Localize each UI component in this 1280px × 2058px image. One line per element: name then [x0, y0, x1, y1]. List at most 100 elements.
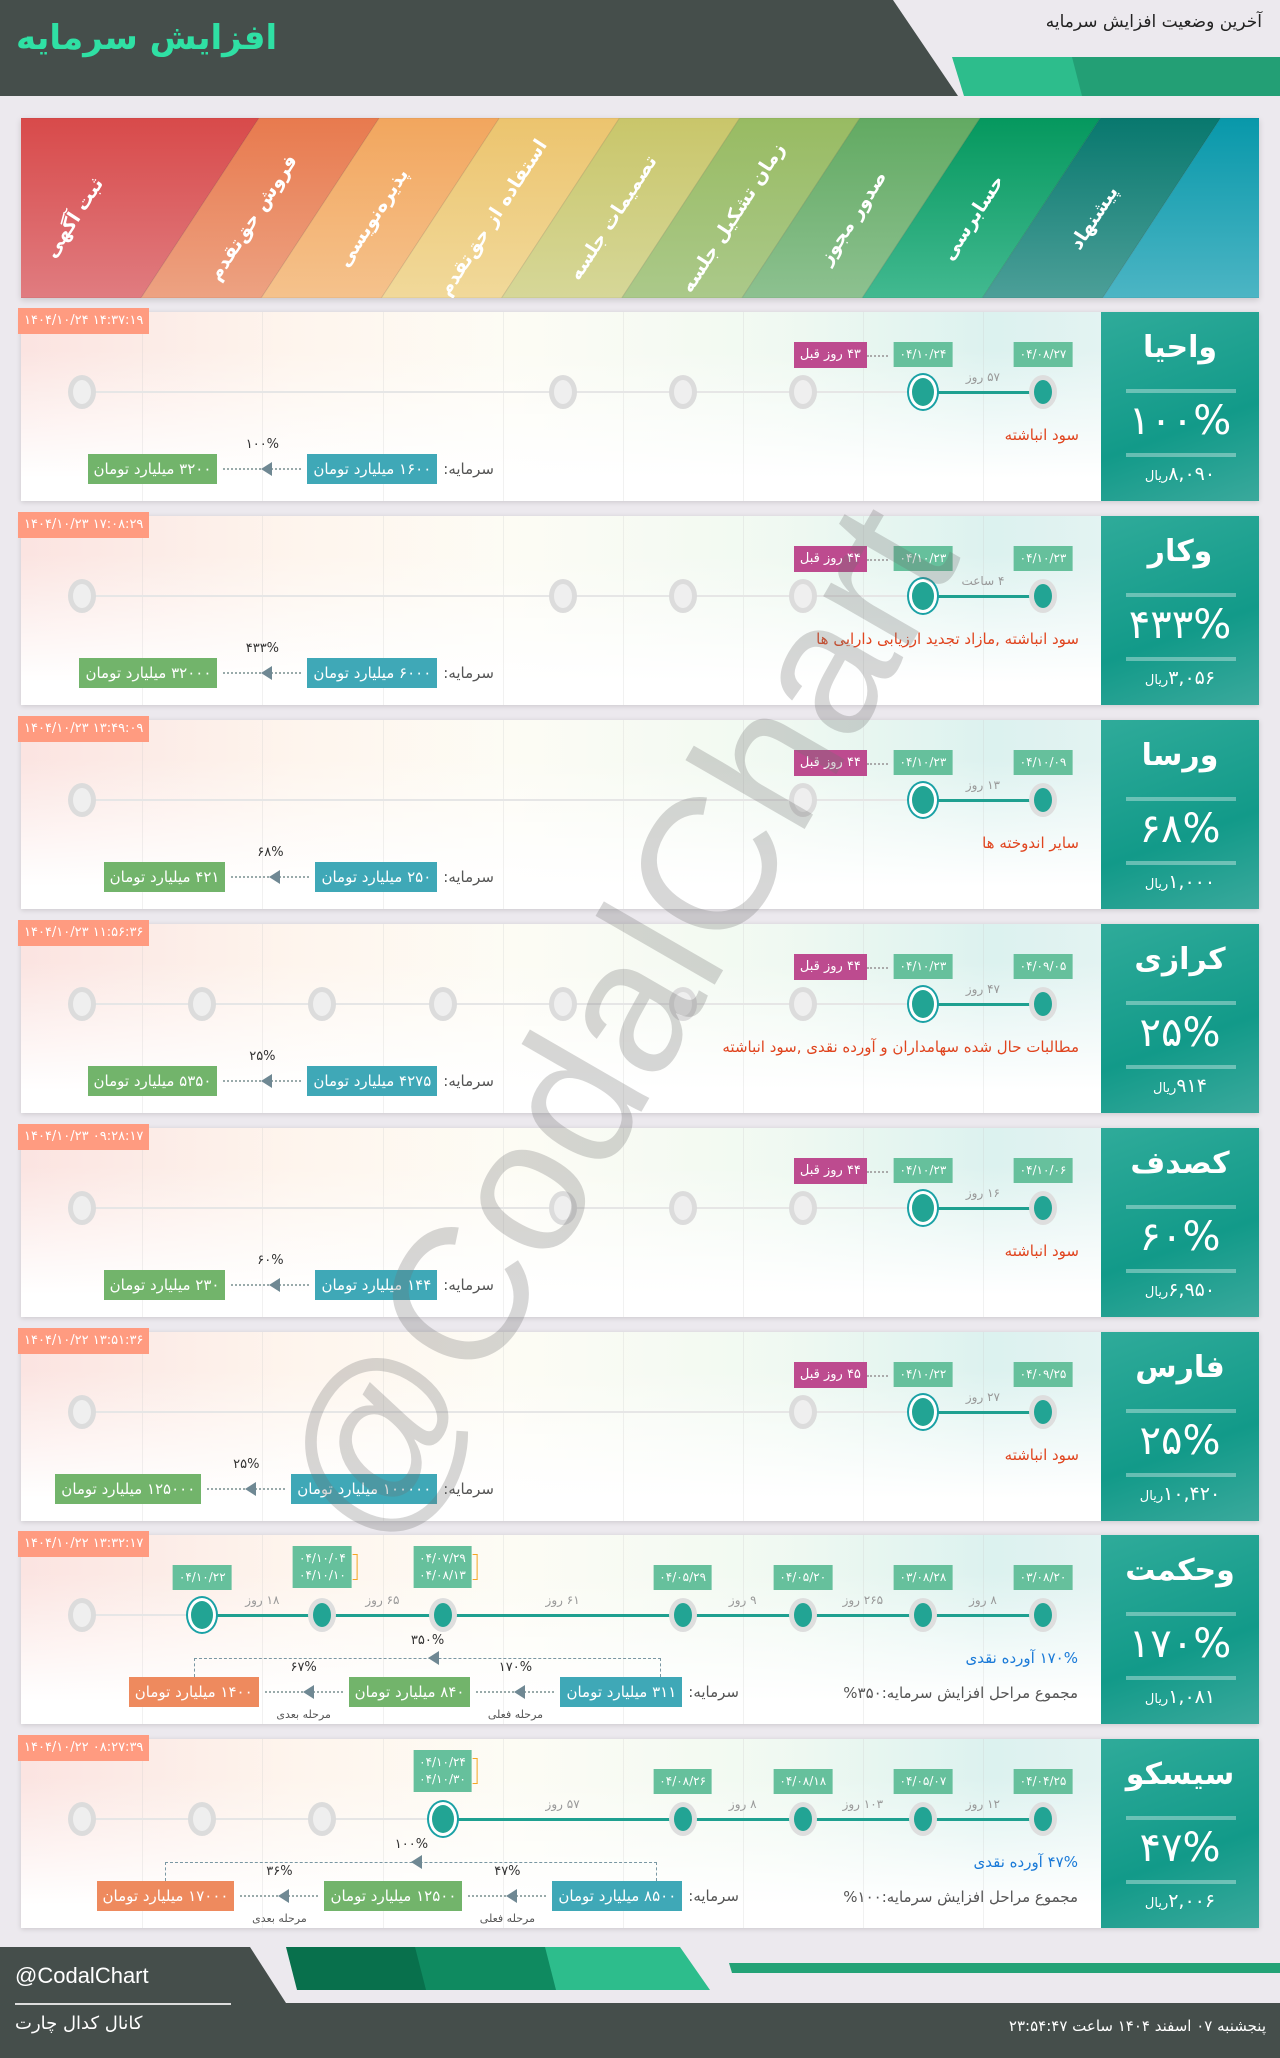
symbol-name[interactable]: سیسکو: [1125, 1757, 1235, 1793]
stage-node-empty[interactable]: [548, 578, 577, 613]
stage-node-empty[interactable]: [788, 1190, 817, 1225]
ipo-card[interactable]: واحیا ۱۰۰% ۸,۰۹۰ریال ۱۴۰۴/۱۰/۲۴ ۱۴:۳۷:۱۹ ۵۷ …: [18, 308, 1259, 501]
stage-node-empty[interactable]: [668, 578, 697, 613]
stage-node-done[interactable]: [668, 1598, 697, 1633]
symbol-name[interactable]: کرازی: [1134, 941, 1226, 977]
symbol-panel: فارس ۲۵% ۱۰,۴۲۰ریال: [1101, 1331, 1259, 1521]
stage-node-done[interactable]: [1029, 578, 1057, 613]
ipo-card[interactable]: وحکمت ۱۷۰% ۱,۰۸۱ریال ۱۴۰۴/۱۰/۲۲ ۱۳:۳۲:۱۷ ۸ ر…: [18, 1531, 1259, 1725]
stage-node-done[interactable]: [428, 1598, 457, 1633]
ipo-card[interactable]: ورسا ۶۸% ۱,۰۰۰ریال ۱۴۰۴/۱۰/۲۳ ۱۳:۴۹:۰۹ ۱۳ رو…: [18, 715, 1259, 909]
stage-node-current[interactable]: [908, 1190, 937, 1225]
increase-source: سود انباشته ,مازاد تجدید ارزیابی دارایی …: [816, 629, 1079, 648]
stage-node-empty[interactable]: [548, 375, 577, 409]
stage-node-empty[interactable]: [788, 986, 817, 1021]
symbol-name[interactable]: واحیا: [1142, 330, 1218, 365]
total-increase: مجموع مراحل افزایش سرمایه:۳۵۰%: [843, 1684, 1078, 1703]
symbol-name[interactable]: کصدف: [1130, 1145, 1230, 1181]
stage-node-empty[interactable]: [548, 1190, 577, 1225]
column-divider: [382, 1535, 384, 1725]
date-line: ۰۴/۰۹/۰۵: [1019, 958, 1067, 973]
capital-row: سرمایه: ۱۴۴ میلیارد تومان ۶۰% ۲۳۰ میلیارد ت…: [103, 1253, 494, 1300]
symbol-panel: کرازی ۲۵% ۹۱۴ریال: [1101, 923, 1259, 1113]
stage-node-empty[interactable]: [68, 375, 97, 409]
ipo-card[interactable]: وکار ۴۳۳% ۳,۰۵۶ریال ۱۴۰۴/۱۰/۲۳ ۱۷:۰۸:۲۹ ۴ سا…: [18, 511, 1259, 705]
arrow-left-icon: [269, 869, 281, 884]
stage-node-empty[interactable]: [188, 1802, 217, 1837]
symbol-name[interactable]: فارس: [1135, 1349, 1225, 1385]
symbol-name[interactable]: وحکمت: [1125, 1553, 1235, 1589]
timeline-progress: [922, 594, 1043, 598]
capital-row: سرمایه: ۱۶۰۰ میلیارد تومان ۱۰۰% ۳۲۰۰ میلیار…: [87, 437, 494, 484]
stage-node-done[interactable]: [788, 1598, 817, 1633]
stage-node-done[interactable]: [1029, 1190, 1057, 1225]
column-divider: [142, 1331, 144, 1521]
price-unit: ریال: [1144, 1692, 1169, 1708]
stage-node-done[interactable]: [1029, 782, 1057, 817]
capital-current: ۱۴۴ میلیارد تومان: [315, 1269, 438, 1300]
stage-node-done[interactable]: [308, 1598, 337, 1633]
stage-node-done[interactable]: [668, 1802, 697, 1837]
stage-stripe: [260, 118, 500, 298]
stage-node-empty[interactable]: [788, 578, 817, 613]
timeline-progress: [922, 1410, 1043, 1414]
stage-node-empty[interactable]: [788, 1394, 817, 1429]
total-bracket: ۳۵۰%: [193, 1633, 662, 1678]
stage-node-done[interactable]: [1029, 986, 1057, 1021]
stage-node-done[interactable]: [1029, 1598, 1057, 1633]
stage-node-done[interactable]: [1029, 1394, 1057, 1429]
column-divider: [983, 1739, 984, 1929]
stage-node-empty[interactable]: [668, 986, 697, 1021]
ipo-card[interactable]: فارس ۲۵% ۱۰,۴۲۰ریال ۱۴۰۴/۱۰/۲۲ ۱۳:۵۱:۳۶ ۲۷ ر…: [18, 1327, 1259, 1521]
stage-node-empty[interactable]: [68, 1802, 97, 1837]
stage-node-empty[interactable]: [308, 986, 337, 1021]
stage-node-done[interactable]: [1029, 1802, 1057, 1837]
step-percent: ۱۷۰%: [498, 1660, 533, 1676]
date-line: ۰۴/۱۰/۰۶: [1019, 1162, 1067, 1177]
stage-node-current[interactable]: [908, 578, 937, 613]
increase-source: سود انباشته: [1004, 1241, 1079, 1260]
divider: [1126, 453, 1236, 457]
stage-node-empty[interactable]: [548, 986, 577, 1021]
stage-node-done[interactable]: [908, 1802, 937, 1837]
column-divider: [262, 1331, 264, 1521]
stage-node-current[interactable]: [908, 375, 937, 409]
stage-node-empty[interactable]: [668, 375, 697, 409]
stage-node-done[interactable]: [908, 1598, 937, 1633]
footer-accent-line: [729, 1963, 1280, 1973]
step-percent: ۶۰%: [257, 1252, 284, 1268]
stage-node-current[interactable]: [188, 1598, 217, 1633]
stage-node-empty[interactable]: [68, 782, 97, 817]
ipo-card[interactable]: کرازی ۲۵% ۹۱۴ریال ۱۴۰۴/۱۰/۲۳ ۱۱:۵۶:۳۶ ۴۷ روز…: [18, 919, 1259, 1113]
stage-node-empty[interactable]: [68, 578, 97, 613]
date-line: ۰۴/۱۰/۲۴: [419, 1755, 466, 1770]
share-price: ۸,۰۹۰ریال: [1101, 463, 1259, 485]
symbol-name[interactable]: وکار: [1147, 533, 1213, 569]
stage-node-empty[interactable]: [68, 1190, 97, 1225]
capital-current: ۱۶۰۰ میلیارد تومان: [307, 454, 438, 484]
stage-node-empty[interactable]: [68, 986, 97, 1021]
gap-duration: ۱۳ روز: [965, 777, 1000, 792]
stage-node-empty[interactable]: [428, 986, 457, 1021]
stage-node-empty[interactable]: [68, 1394, 97, 1429]
ipo-card[interactable]: سیسکو ۴۷% ۲,۰۰۶ریال ۱۴۰۴/۱۰/۲۲ ۰۸:۲۷:۳۹ ۱۲ ر…: [18, 1735, 1259, 1929]
symbol-name[interactable]: ورسا: [1141, 737, 1219, 773]
stage-node-empty[interactable]: [788, 782, 817, 817]
footer-handle[interactable]: @CodalChart: [15, 1963, 149, 1988]
gap-duration: ۶۵ روز: [365, 1593, 400, 1608]
stage-node-current[interactable]: [908, 1394, 937, 1429]
increase-percent: ۶۸%: [1139, 805, 1221, 852]
stage-node-empty[interactable]: [188, 986, 217, 1021]
stage-node-done[interactable]: [788, 1802, 817, 1837]
stage-node-current[interactable]: [908, 986, 937, 1021]
stage-node-current[interactable]: [908, 782, 937, 817]
stage-node-done[interactable]: [1029, 375, 1057, 409]
stage-node-empty[interactable]: [308, 1802, 337, 1837]
stage-node-empty[interactable]: [668, 1190, 697, 1225]
ipo-card[interactable]: کصدف ۶۰% ۶,۹۵۰ریال ۱۴۰۴/۱۰/۲۳ ۰۹:۲۸:۱۷ ۱۶ رو…: [18, 1123, 1259, 1317]
stage-node-current[interactable]: [428, 1802, 457, 1837]
capital-current: ۴۲۷۵ میلیارد تومان: [307, 1065, 438, 1096]
stage-node-empty[interactable]: [68, 1598, 97, 1633]
stage-node-empty[interactable]: [788, 375, 817, 409]
arrow-left-icon: [427, 1651, 439, 1666]
